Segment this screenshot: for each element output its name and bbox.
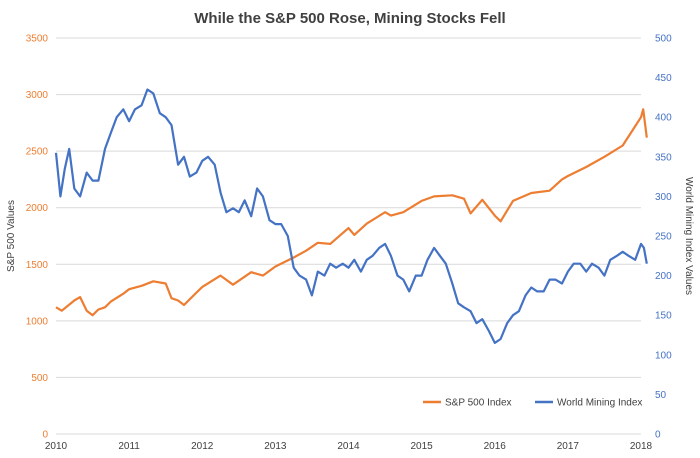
chart-title: While the S&P 500 Rose, Mining Stocks Fe… <box>194 10 506 27</box>
y-tick-left: 1000 <box>26 316 49 327</box>
y-tick-left: 2500 <box>26 147 49 158</box>
y-axis-label-left: S&P 500 Values <box>6 200 17 272</box>
y-tick-left: 3500 <box>26 34 49 45</box>
legend-label: World Mining Index <box>557 398 642 409</box>
series-line-world-mining <box>54 88 648 344</box>
y-tick-right: 0 <box>655 430 661 441</box>
y-tick-left: 500 <box>31 373 48 384</box>
y-tick-left: 0 <box>42 430 48 441</box>
x-tick: 2013 <box>264 441 287 452</box>
x-tick: 2016 <box>484 441 507 452</box>
y-axis-label-right: World Mining Index Values <box>683 177 694 295</box>
y-tick-right: 150 <box>655 311 672 322</box>
y-tick-right: 250 <box>655 232 672 243</box>
x-tick: 2012 <box>191 441 214 452</box>
x-tick: 2017 <box>557 441 580 452</box>
y-tick-right: 450 <box>655 73 672 84</box>
x-tick: 2011 <box>118 441 140 452</box>
y-tick-right: 400 <box>655 113 672 124</box>
y-tick-right: 350 <box>655 152 672 163</box>
x-tick: 2010 <box>45 441 68 452</box>
y-tick-left: 3000 <box>26 90 49 101</box>
y-tick-right: 100 <box>655 350 672 361</box>
y-tick-right: 50 <box>655 390 667 401</box>
x-tick: 2014 <box>337 441 360 452</box>
y-tick-left: 2000 <box>26 203 49 214</box>
legend-label: S&P 500 Index <box>445 398 512 409</box>
y-tick-right: 500 <box>655 34 672 45</box>
y-tick-right: 300 <box>655 192 672 203</box>
x-tick: 2015 <box>411 441 434 452</box>
x-tick: 2018 <box>630 441 653 452</box>
y-tick-right: 200 <box>655 271 672 282</box>
y-tick-left: 1500 <box>26 260 49 271</box>
series-line-sp500 <box>55 108 648 317</box>
